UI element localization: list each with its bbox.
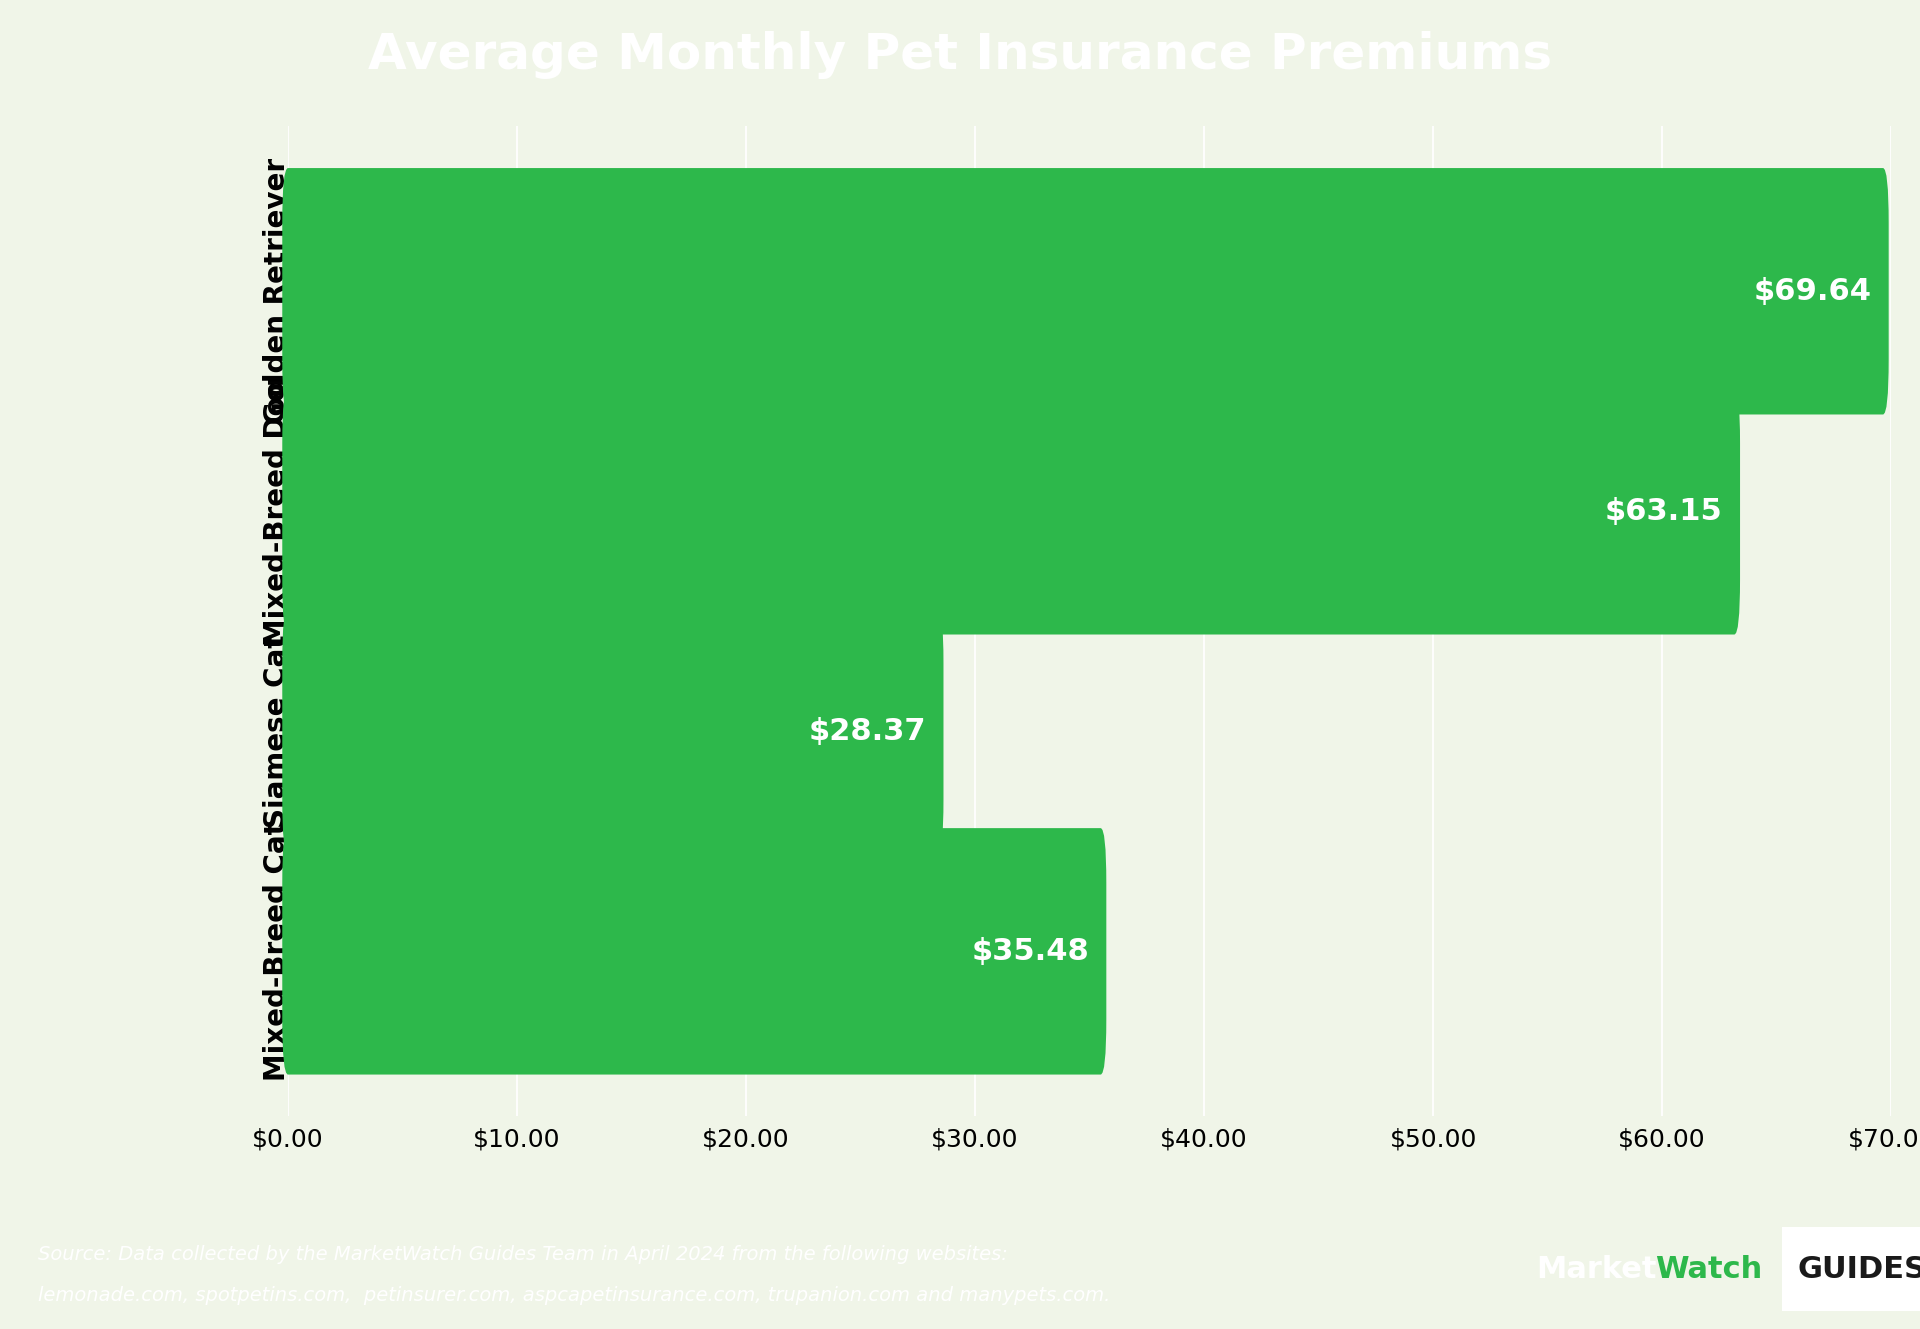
Text: GUIDES: GUIDES (1797, 1255, 1920, 1284)
Text: $63.15: $63.15 (1605, 497, 1722, 526)
Text: $35.48: $35.48 (972, 937, 1089, 966)
FancyBboxPatch shape (282, 828, 1106, 1075)
Text: lemonade.com, spotpetins.com,  petinsurer.com, aspcapetinsurance.com, trupanion.: lemonade.com, spotpetins.com, petinsurer… (38, 1286, 1112, 1305)
Text: $28.37: $28.37 (808, 716, 925, 746)
Text: Watch: Watch (1655, 1255, 1763, 1284)
FancyBboxPatch shape (282, 609, 943, 855)
FancyBboxPatch shape (1782, 1228, 1920, 1310)
Text: Source: Data collected by the MarketWatch Guides Team in April 2024 from the fol: Source: Data collected by the MarketWatc… (38, 1245, 1008, 1264)
FancyBboxPatch shape (282, 388, 1740, 634)
Text: Average Monthly Pet Insurance Premiums: Average Monthly Pet Insurance Premiums (369, 31, 1551, 78)
Text: Market: Market (1536, 1255, 1657, 1284)
FancyBboxPatch shape (282, 167, 1889, 415)
Text: $69.64: $69.64 (1753, 276, 1872, 306)
